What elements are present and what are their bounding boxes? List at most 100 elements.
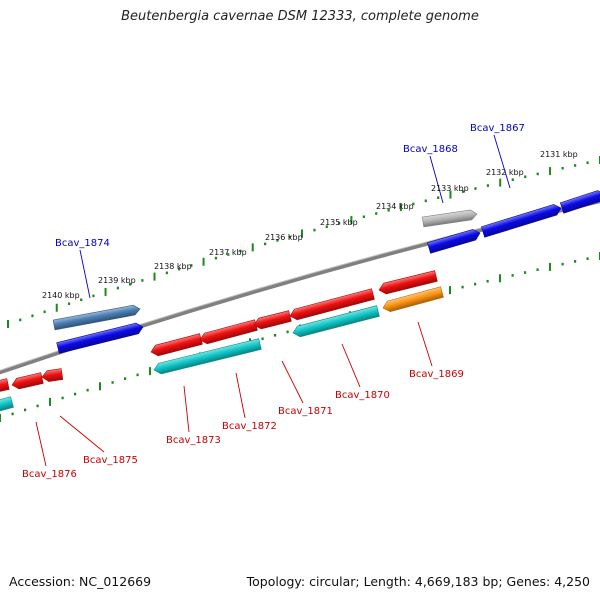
gene-arrow-steel[interactable] (52, 304, 141, 331)
ruler-label-2134-kbp: 2134 kbp (376, 202, 414, 211)
inner-ruler-major-tick (99, 382, 101, 391)
gene-arrow-red[interactable] (0, 378, 10, 394)
gene-label-reverse[interactable]: Bcav_1870 (335, 390, 390, 401)
leader-line (35, 421, 47, 467)
inner-ruler-minor-tick (274, 334, 277, 337)
outer-ruler (7, 156, 600, 328)
inner-ruler-major-tick (49, 397, 51, 406)
outer-ruler-major-tick (7, 320, 9, 328)
accession-text: Accession: NC_012669 (9, 574, 152, 589)
outer-ruler-minor-tick (19, 318, 22, 322)
gene-arrow-cyan[interactable] (153, 338, 262, 376)
gene-labels[interactable]: 2131 kbp 2132 kbp 2133 kbp 2134 kbp 2135 kbp… (22, 123, 578, 480)
gene-shape[interactable] (153, 338, 262, 376)
gene-shape[interactable] (427, 228, 481, 254)
gene-shape[interactable] (559, 189, 600, 214)
outer-ruler-minor-tick (486, 184, 489, 187)
gene-arrow-orange[interactable] (382, 286, 444, 314)
gene-shape[interactable] (199, 319, 258, 346)
gene-shape[interactable] (0, 396, 14, 414)
outer-ruler-minor-tick (474, 187, 477, 190)
leader-line (79, 249, 91, 299)
gene-shape[interactable] (41, 368, 64, 383)
gene-arrow-red[interactable] (378, 270, 438, 296)
gene-shape[interactable] (382, 286, 444, 314)
gene-shape[interactable] (0, 378, 10, 394)
outer-ruler-major-tick (153, 272, 156, 281)
gene-arrow-blue[interactable] (56, 322, 145, 354)
gene-shape[interactable] (292, 305, 380, 339)
gene-shape[interactable] (481, 203, 562, 238)
gene-label-forward[interactable]: Bcav_1874 (55, 238, 110, 249)
outer-ruler-minor-tick (362, 215, 365, 219)
gene-arrow-cyan[interactable] (292, 305, 380, 339)
gene-arrow-blue[interactable] (559, 189, 600, 214)
gene-arrow-red[interactable] (11, 372, 44, 391)
gene-label-reverse[interactable]: Bcav_1872 (222, 421, 277, 432)
inner-ruler-major-tick (549, 262, 551, 271)
leader-line (341, 343, 361, 388)
outer-ruler-minor-tick (424, 199, 427, 203)
outer-ruler-minor-tick (524, 175, 527, 179)
gene-arrow-red[interactable] (253, 310, 292, 331)
gene-arrow-red[interactable] (41, 368, 64, 383)
outer-ruler-major-tick (499, 178, 502, 187)
outer-ruler-major-tick (301, 229, 303, 238)
outer-ruler-minor-tick (214, 256, 218, 260)
inner-ruler-major-tick (499, 274, 501, 283)
gene-shape[interactable] (421, 209, 478, 228)
inner-ruler-minor-tick (511, 274, 514, 277)
gene-label-reverse[interactable]: Bcav_1876 (22, 469, 77, 480)
gene-label-forward[interactable]: Bcav_1867 (470, 123, 525, 134)
gene-shape[interactable] (150, 333, 203, 358)
outer-ruler-minor-tick (80, 298, 83, 302)
gene-arrow-red[interactable] (199, 319, 258, 346)
gene-arrow-blue[interactable] (481, 203, 562, 238)
outer-ruler-minor-tick (227, 253, 230, 256)
gene-track[interactable] (0, 189, 600, 414)
gene-shape[interactable] (289, 288, 375, 322)
gene-arrow-red[interactable] (150, 333, 203, 358)
gene-arrow-gray[interactable] (421, 209, 478, 228)
outer-ruler-minor-tick (141, 279, 144, 282)
inner-ruler-minor-tick (261, 337, 264, 341)
gene-arrow-red[interactable] (289, 288, 375, 322)
outer-ruler-minor-tick (313, 228, 316, 232)
outer-ruler-major-tick (104, 287, 107, 296)
inner-ruler-major-tick (449, 286, 451, 295)
gene-label-reverse[interactable]: Bcav_1875 (83, 455, 138, 466)
outer-ruler-minor-tick (586, 161, 589, 165)
leader-line (429, 155, 444, 204)
gene-shape[interactable] (52, 304, 141, 331)
gene-arrow-blue[interactable] (427, 228, 481, 254)
inner-ruler-minor-tick (536, 268, 539, 272)
outer-ruler-minor-tick (178, 267, 181, 271)
leader-line (493, 134, 511, 189)
outer-ruler-minor-tick (437, 196, 440, 200)
ruler-label-2136-kbp: 2136 kbp (265, 233, 303, 242)
gene-shape[interactable] (56, 322, 145, 354)
leader-line (235, 372, 246, 419)
outer-ruler-minor-tick (165, 271, 168, 275)
gene-label-forward[interactable]: Bcav_1868 (403, 144, 458, 155)
inner-ruler-minor-tick (561, 262, 564, 266)
ruler-label-2132-kbp: 2132 kbp (486, 168, 524, 177)
leader-line (417, 321, 433, 367)
outer-ruler-minor-tick (536, 172, 539, 176)
outer-ruler-major-tick (55, 303, 58, 312)
outer-ruler-major-tick (251, 243, 254, 252)
gene-shape[interactable] (378, 270, 438, 296)
ruler-label-2135-kbp: 2135 kbp (320, 218, 358, 227)
outer-ruler-minor-tick (561, 166, 564, 170)
outer-ruler-minor-tick (375, 212, 378, 215)
outer-ruler-minor-tick (325, 225, 328, 229)
inner-ruler-minor-tick (36, 404, 39, 408)
gene-label-reverse[interactable]: Bcav_1873 (166, 435, 221, 446)
gene-label-reverse[interactable]: Bcav_1871 (278, 406, 333, 417)
gene-arrow-cyan[interactable] (0, 396, 14, 414)
outer-ruler-minor-tick (288, 235, 291, 239)
gene-shape[interactable] (11, 372, 44, 391)
gene-label-reverse[interactable]: Bcav_1869 (409, 369, 464, 380)
gene-shape[interactable] (253, 310, 292, 331)
